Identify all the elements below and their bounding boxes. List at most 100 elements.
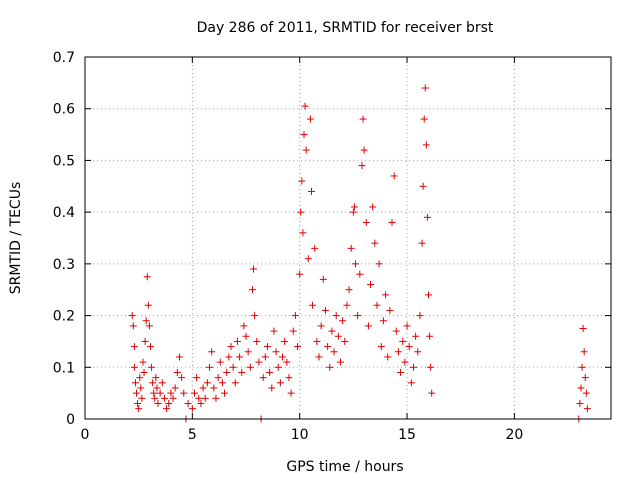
data-point [409,363,417,371]
data-point [426,332,434,340]
data-point [246,363,254,371]
data-point [583,405,591,413]
data-point [291,312,299,320]
data-point [218,379,226,387]
data-point [422,141,430,149]
data-point [576,399,584,407]
data-point [315,353,323,361]
axis-ticks: 0 5 10 15 20 0 0.1 0.2 0.3 0.4 0.5 0.6 0.7 [53,50,611,443]
data-point [137,384,145,392]
data-point [251,312,259,320]
data-point [371,239,379,247]
data-point [145,322,153,330]
data-point [317,322,325,330]
data-point [158,379,166,387]
data-point [343,301,351,309]
data-point [151,394,159,402]
data-point [216,358,224,366]
plot-frame [84,56,612,420]
data-point [347,244,355,252]
data-point [129,322,137,330]
data-point [156,389,164,397]
data-point [225,353,233,361]
data-point [153,384,161,392]
x-tick-label: 10 [291,427,309,443]
data-point [143,273,151,281]
data-point [180,389,188,397]
data-point [274,363,282,371]
data-point [281,337,289,345]
data-point [579,325,587,332]
data-point [253,337,261,345]
data-point [403,322,411,330]
data-point [296,270,304,278]
data-point [160,394,168,402]
data-point [384,353,392,361]
data-point [330,348,338,356]
y-tick-label: 0.3 [53,257,75,273]
data-point [193,374,201,382]
data-point [414,348,422,356]
y-tick-label: 0 [66,412,75,428]
data-point [582,389,590,397]
data-point [223,368,231,376]
data-point [418,239,426,247]
data-point [349,208,357,216]
data-point [302,146,310,154]
data-point [146,343,154,351]
data-point [301,102,309,110]
data-point [195,394,203,402]
data-point [341,337,349,345]
data-point [294,343,302,351]
data-point [236,353,244,361]
data-point [352,260,360,268]
data-point [412,332,420,340]
data-point [336,358,344,366]
data-point [138,394,146,402]
x-tick-label: 15 [398,427,416,443]
data-point [134,399,142,407]
data-point [421,84,429,92]
data-point [358,162,366,170]
data-point [227,343,235,351]
data-point [405,343,413,351]
data-point [289,327,297,335]
data-point [397,368,405,376]
data-point [136,374,144,382]
data-point [297,208,305,216]
data-point [142,317,150,325]
data-point [328,327,336,335]
data-point [197,399,205,407]
data-point [308,187,316,195]
data-point [419,182,427,190]
data-point [135,405,143,413]
data-point [255,358,263,366]
data-point [188,405,196,413]
data-point [377,343,385,351]
data-point [210,384,218,392]
data-point [362,218,370,226]
data-point [131,379,139,387]
data-point [428,389,436,397]
data-point [263,343,271,351]
data-point [261,353,269,361]
data-point [242,332,250,340]
data-point [375,260,383,268]
x-tick-label: 5 [188,427,197,443]
data-point [306,115,314,123]
data-point [364,322,372,330]
data-point [581,374,589,382]
data-point [167,389,175,397]
data-point [171,384,179,392]
data-point [401,358,409,366]
data-point [311,244,319,252]
data-point [388,218,396,226]
data-point [169,394,177,402]
data-point [279,353,287,361]
data-point [141,337,149,345]
data-point [299,229,307,237]
data-point [304,255,312,263]
data-point [334,332,342,340]
data-point [416,312,424,320]
data-point [266,368,274,376]
